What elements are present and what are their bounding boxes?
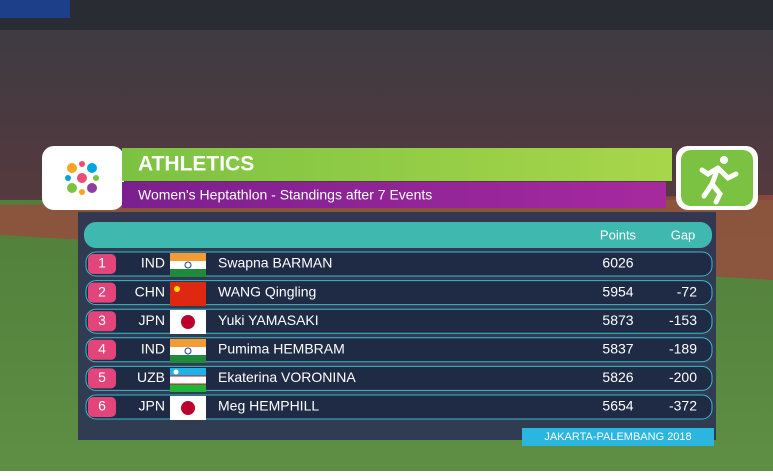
row-bar — [85, 394, 713, 420]
flag — [170, 310, 206, 334]
row-bar — [85, 308, 713, 334]
rows: 1 IND Swapna BARMAN 6026 2 CHN WANG Qingling 59… — [85, 251, 713, 420]
title: ATHLETICS — [138, 153, 254, 176]
row-bar — [85, 280, 713, 306]
gap: -72 — [677, 283, 697, 299]
footer: JAKARTA-PALEMBANG 2018 — [544, 431, 691, 443]
subtitle: Women's Heptathlon - Standings after 7 E… — [138, 187, 432, 203]
background-roof — [0, 0, 773, 30]
runner-icon — [699, 156, 739, 205]
flag — [170, 396, 206, 420]
country: UZB — [137, 369, 165, 385]
subtitle-bar — [122, 182, 666, 208]
row-bar — [85, 365, 713, 391]
games-logo — [65, 161, 99, 195]
scoreboard — [0, 0, 70, 18]
flag — [170, 339, 206, 363]
rank-badge — [88, 311, 116, 332]
flag — [170, 253, 206, 277]
rank-badge — [88, 339, 116, 360]
gap: -200 — [669, 369, 697, 385]
rank: 6 — [98, 398, 106, 414]
athlete-name: Swapna BARMAN — [218, 255, 332, 271]
flag — [170, 368, 206, 392]
points: 6026 — [602, 255, 633, 271]
athlete-name: WANG Qingling — [218, 283, 316, 299]
rank: 4 — [98, 341, 106, 357]
gap: -189 — [669, 341, 697, 357]
sport-icon-box — [681, 150, 753, 206]
gap: -372 — [669, 398, 697, 414]
title-bar — [122, 148, 672, 181]
rank: 2 — [98, 283, 106, 299]
footer-box — [522, 428, 714, 446]
points: 5954 — [602, 283, 633, 299]
points: 5654 — [602, 398, 633, 414]
row-bar — [85, 251, 713, 277]
rank: 1 — [98, 255, 106, 271]
country: JPN — [139, 398, 165, 414]
flag — [170, 282, 206, 306]
header-row — [84, 222, 712, 248]
country: CHN — [135, 283, 165, 299]
country: IND — [141, 255, 165, 271]
athlete-name: Ekaterina VORONINA — [218, 369, 356, 385]
points: 5873 — [602, 312, 633, 328]
row-bar — [85, 337, 713, 363]
country: JPN — [139, 312, 165, 328]
points: 5837 — [602, 341, 633, 357]
athlete-name: Meg HEMPHILL — [218, 398, 319, 414]
rank-badge — [88, 397, 116, 417]
rank-badge — [88, 282, 116, 303]
points: 5826 — [602, 369, 633, 385]
gap: -153 — [669, 312, 697, 328]
rank-badge — [88, 368, 116, 389]
rank: 3 — [98, 312, 106, 328]
athlete-name: Pumima HEMBRAM — [218, 341, 345, 357]
rank: 5 — [98, 369, 106, 385]
rank-badge — [88, 254, 116, 274]
column-header: Points — [600, 227, 637, 242]
athlete-name: Yuki YAMASAKI — [218, 312, 319, 328]
country: IND — [141, 341, 165, 357]
column-header: Gap — [671, 227, 696, 242]
